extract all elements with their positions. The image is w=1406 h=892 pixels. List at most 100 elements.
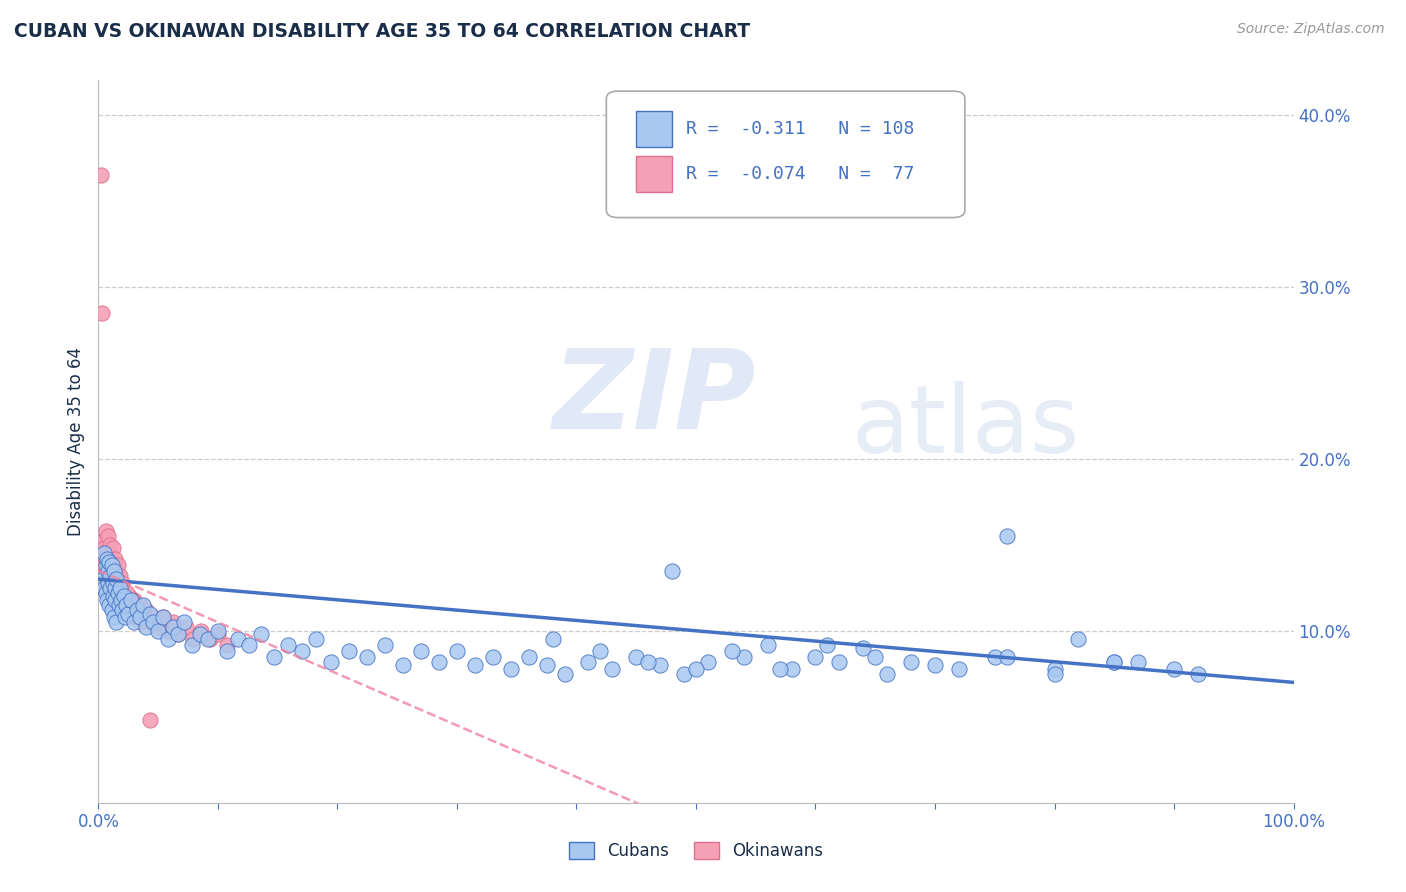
- Point: [135, 603, 157, 617]
- Point: [100, 575, 122, 590]
- Point: [91, 568, 114, 582]
- Point: [156, 624, 179, 638]
- Point: [995, 649, 1018, 664]
- Point: [768, 662, 790, 676]
- Point: [198, 632, 221, 647]
- Point: [162, 615, 184, 630]
- Point: [756, 638, 779, 652]
- Point: [96, 564, 118, 578]
- Point: [98, 598, 121, 612]
- Point: [499, 662, 522, 676]
- Point: [98, 555, 121, 569]
- Point: [250, 627, 273, 641]
- Point: [356, 649, 378, 664]
- Point: [110, 592, 132, 607]
- Point: [167, 627, 190, 641]
- Point: [103, 564, 125, 578]
- Point: [124, 610, 146, 624]
- Point: [1128, 655, 1150, 669]
- Text: CUBAN VS OKINAWAN DISABILITY AGE 35 TO 64 CORRELATION CHART: CUBAN VS OKINAWAN DISABILITY AGE 35 TO 6…: [14, 22, 751, 41]
- Point: [121, 603, 143, 617]
- Point: [107, 586, 129, 600]
- Point: [117, 607, 139, 621]
- Point: [263, 649, 285, 664]
- Point: [112, 590, 135, 604]
- Point: [626, 649, 648, 664]
- Point: [828, 655, 851, 669]
- Point: [139, 615, 162, 630]
- Point: [156, 632, 179, 647]
- Point: [93, 541, 115, 556]
- Point: [152, 610, 174, 624]
- Point: [97, 529, 120, 543]
- Point: [602, 662, 624, 676]
- Point: [100, 564, 122, 578]
- Point: [96, 546, 118, 560]
- Point: [697, 655, 720, 669]
- Point: [94, 534, 117, 549]
- Text: R =  -0.074   N =  77: R = -0.074 N = 77: [686, 165, 915, 183]
- Point: [127, 603, 149, 617]
- Point: [101, 592, 124, 607]
- Point: [90, 168, 112, 182]
- Point: [103, 568, 125, 582]
- Point: [815, 638, 838, 652]
- Point: [118, 598, 141, 612]
- Point: [207, 624, 229, 638]
- Point: [217, 638, 239, 652]
- Point: [91, 305, 114, 319]
- Point: [104, 551, 127, 566]
- Point: [93, 541, 115, 556]
- Point: [98, 581, 122, 595]
- Point: [238, 638, 260, 652]
- Point: [517, 649, 540, 664]
- Point: [152, 610, 174, 624]
- Point: [277, 638, 299, 652]
- Point: [131, 615, 153, 630]
- Point: [536, 658, 558, 673]
- Point: [98, 551, 121, 566]
- Point: [107, 558, 129, 573]
- Point: [427, 655, 450, 669]
- Point: [125, 603, 148, 617]
- Point: [135, 620, 157, 634]
- Point: [1067, 632, 1090, 647]
- Point: [104, 592, 127, 607]
- Point: [374, 638, 396, 652]
- Point: [589, 644, 612, 658]
- Point: [96, 551, 118, 566]
- Point: [103, 564, 125, 578]
- Text: ZIP: ZIP: [553, 344, 756, 451]
- Point: [392, 658, 415, 673]
- Legend: Cubans, Okinawans: Cubans, Okinawans: [562, 835, 830, 867]
- Point: [685, 662, 707, 676]
- Point: [96, 546, 118, 560]
- Point: [321, 655, 343, 669]
- Point: [111, 598, 134, 612]
- Point: [125, 610, 148, 624]
- Point: [94, 586, 117, 600]
- Point: [554, 666, 576, 681]
- Point: [207, 627, 229, 641]
- Point: [142, 615, 165, 630]
- Point: [97, 575, 120, 590]
- Point: [217, 644, 239, 658]
- Point: [97, 551, 120, 566]
- Point: [661, 564, 683, 578]
- Point: [105, 572, 128, 586]
- Point: [93, 558, 115, 573]
- Y-axis label: Disability Age 35 to 64: Disability Age 35 to 64: [66, 347, 84, 536]
- Point: [167, 627, 190, 641]
- Point: [481, 649, 505, 664]
- Point: [180, 638, 202, 652]
- Point: [98, 546, 122, 560]
- Point: [876, 666, 898, 681]
- Point: [94, 558, 117, 573]
- Point: [108, 581, 131, 595]
- Point: [173, 615, 195, 630]
- Point: [108, 568, 131, 582]
- Point: [98, 568, 122, 582]
- Point: [995, 529, 1018, 543]
- Point: [105, 615, 128, 630]
- Point: [104, 581, 127, 595]
